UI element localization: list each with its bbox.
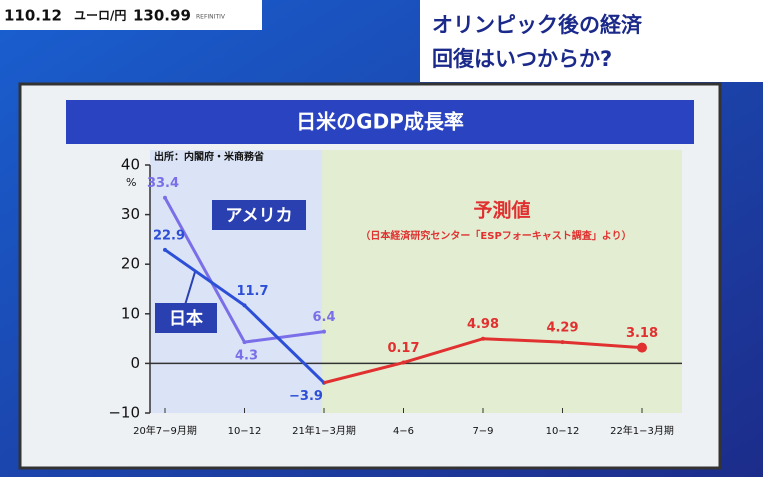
- data-label: 4.29: [546, 321, 578, 336]
- actual-region: [150, 150, 322, 413]
- ticker-pair: ユーロ/円: [74, 9, 126, 23]
- legend-box: [212, 200, 306, 230]
- ticker-value: 130.99: [133, 7, 191, 25]
- x-tick-label: 22年1−3月期: [610, 424, 674, 437]
- data-label: 6.4: [312, 310, 335, 325]
- x-tick-label: 7−9: [472, 426, 493, 437]
- data-point: [560, 340, 565, 345]
- y-tick-label: 30: [121, 205, 140, 223]
- forecast-region: [322, 150, 682, 413]
- data-point: [322, 329, 326, 334]
- data-point: [401, 360, 406, 365]
- headline-box: [420, 0, 763, 82]
- callout: [184, 271, 196, 306]
- y-tick-label: 0: [130, 354, 140, 372]
- data-point: [637, 342, 647, 353]
- data-point: [163, 195, 167, 200]
- data-label: 4.98: [467, 317, 499, 332]
- y-unit: %: [126, 176, 136, 189]
- data-point: [242, 303, 247, 308]
- x-tick-label: 10−12: [546, 426, 580, 437]
- title-bar: [66, 100, 694, 144]
- headline: 回復はいつからか?: [432, 47, 612, 71]
- data-label: 3.18: [626, 326, 658, 341]
- data-label: 0.17: [387, 341, 419, 356]
- y-tick-label: 40: [121, 156, 140, 174]
- y-tick-label: 20: [121, 255, 140, 273]
- forecast-note: （日本経済研究センター「ESPフォーキャスト調査」より）: [360, 229, 631, 242]
- x-tick-label: 4−6: [393, 426, 414, 437]
- x-tick-label: 10−12: [228, 426, 262, 437]
- ticker-value: 110.12: [4, 7, 62, 25]
- legend-label: 日本: [169, 308, 203, 329]
- x-tick-label: 20年7−9月期: [133, 424, 197, 437]
- headline: オリンピック後の経済: [432, 13, 643, 37]
- data-label: 22.9: [153, 228, 185, 243]
- data-point: [163, 247, 167, 252]
- data-point: [242, 340, 247, 345]
- source-note: 出所：内閣府・米商務省: [154, 150, 264, 163]
- x-tick-label: 21年1−3月期: [292, 424, 356, 437]
- chart-title: 日米のGDP成長率: [296, 110, 464, 134]
- data-label: 4.3: [235, 349, 258, 364]
- y-tick-label: −10: [108, 404, 140, 422]
- ticker-bar: [0, 0, 262, 30]
- legend-box: [155, 303, 217, 333]
- data-label: 11.7: [236, 284, 268, 299]
- data-label: 33.4: [147, 176, 179, 191]
- forecast-title: 予測値: [473, 199, 530, 222]
- data-label: −3.9: [289, 389, 323, 404]
- data-point: [481, 336, 485, 341]
- legend-label: アメリカ: [225, 206, 292, 226]
- ticker-source: REFINITIV: [196, 14, 226, 21]
- y-tick-label: 10: [121, 304, 140, 322]
